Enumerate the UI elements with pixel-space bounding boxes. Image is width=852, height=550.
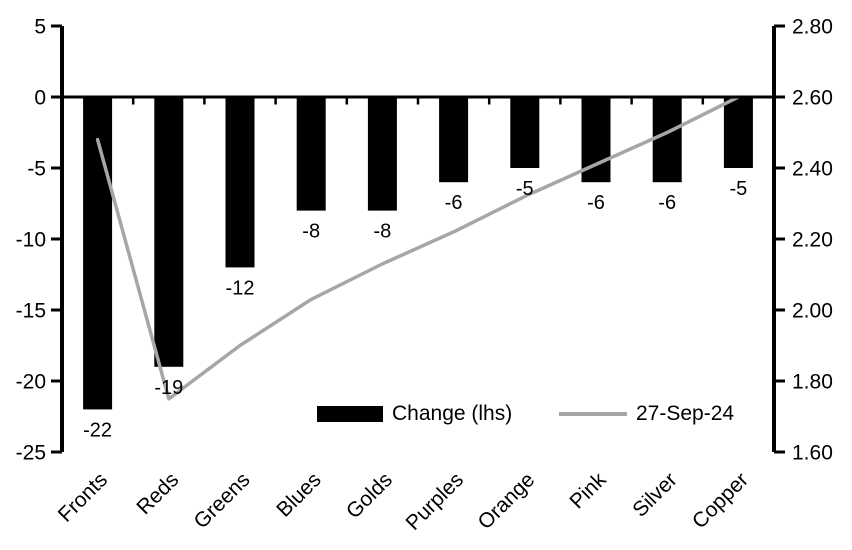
- right-axis-tick-label: 1.60: [792, 442, 833, 465]
- right-axis-tick-label: 2.20: [792, 229, 833, 252]
- bar: [83, 97, 113, 410]
- x-axis-category-label: Greens: [190, 468, 255, 533]
- right-axis-tick-label: 2.00: [792, 300, 833, 323]
- x-axis-category-label: Orange: [474, 468, 540, 534]
- left-axis-tick-label: -20: [16, 371, 46, 394]
- bar-value-label: -5: [516, 178, 534, 200]
- x-axis-category-label: Fronts: [54, 468, 112, 526]
- bar: [510, 97, 540, 168]
- bar-value-label: -19: [154, 377, 183, 399]
- x-axis-category-label: Blues: [272, 468, 325, 521]
- x-axis-category-label: Pink: [565, 468, 611, 514]
- right-axis-tick-label: 2.80: [792, 16, 833, 39]
- bar-value-label: -22: [83, 419, 112, 441]
- x-axis-category-label: Silver: [628, 468, 681, 521]
- bar: [723, 97, 753, 168]
- bar: [439, 97, 469, 183]
- bar-value-label: -6: [445, 192, 463, 214]
- x-axis-category-label: Purples: [402, 468, 469, 535]
- bar-value-label: -6: [587, 192, 605, 214]
- bar: [296, 97, 326, 211]
- bar-value-label: -12: [226, 277, 255, 299]
- bar: [154, 97, 184, 367]
- left-axis-tick-label: -10: [16, 229, 46, 252]
- x-axis-category-label: Golds: [342, 468, 397, 523]
- x-axis-category-label: Reds: [132, 468, 183, 519]
- bar: [652, 97, 682, 183]
- left-axis-tick-label: 0: [34, 87, 46, 110]
- bar-value-label: -6: [658, 192, 676, 214]
- bar: [367, 97, 397, 211]
- x-axis-category-label: Copper: [688, 468, 753, 533]
- right-axis-tick-label: 2.60: [792, 87, 833, 110]
- bar-value-label: -5: [730, 178, 748, 200]
- bar-value-label: -8: [302, 221, 320, 243]
- left-axis-tick-label: -15: [16, 300, 46, 323]
- bar: [225, 97, 255, 268]
- left-axis-tick-label: -25: [16, 442, 46, 465]
- trend-line: [95, 95, 741, 401]
- left-axis-tick-label: 5: [34, 16, 46, 39]
- left-axis-tick-label: -5: [27, 158, 46, 181]
- bar-value-label: -8: [374, 221, 392, 243]
- right-axis-tick-label: 2.40: [792, 158, 833, 181]
- right-axis-tick-label: 1.80: [792, 371, 833, 394]
